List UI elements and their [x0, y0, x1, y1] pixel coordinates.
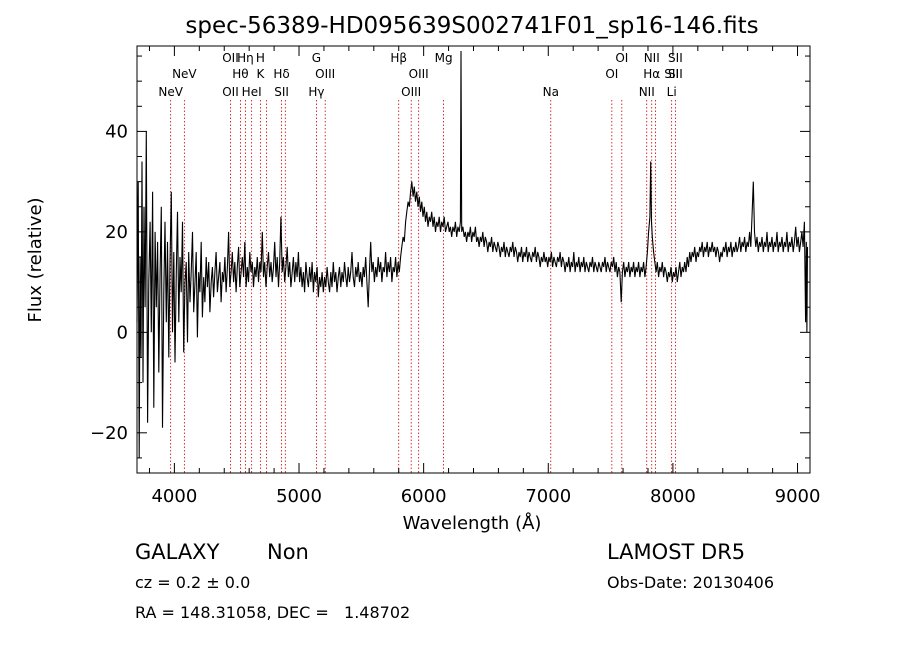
emission-line-label: NII [639, 85, 655, 99]
x-axis: 4000 5000 6000 7000 8000 9000 [148, 46, 821, 507]
emission-line-label: Hβ [390, 51, 407, 65]
y-tick-label: 0 [117, 322, 128, 343]
x-tick-label: 6000 [401, 486, 447, 507]
emission-line-label: Hγ [308, 85, 324, 99]
redshift-value: cz = 0.2 ± 0.0 [135, 573, 251, 592]
emission-line-label: Hη [237, 51, 254, 65]
emission-line-label: OII [222, 85, 239, 99]
y-tick-label: 40 [105, 121, 128, 142]
x-tick-label: 4000 [151, 486, 197, 507]
emission-line-label: SII [668, 67, 683, 81]
y-tick-label: 20 [105, 222, 128, 243]
emission-line-label: Na [543, 85, 559, 99]
emission-line-label: G [312, 51, 321, 65]
y-axis: −20 0 20 40 [90, 55, 810, 459]
chart-title: spec-56389-HD095639S002741F01_sp16-146.f… [185, 13, 758, 39]
emission-line-label: NeV [158, 85, 183, 99]
emission-line-label: OIII [315, 67, 335, 81]
x-tick-label: 9000 [775, 486, 821, 507]
emission-line-label: OII [222, 51, 239, 65]
spectrum-line [136, 50, 809, 458]
emission-line-label: H [256, 51, 265, 65]
observation-date: Obs-Date: 20130406 [607, 573, 775, 592]
x-tick-label: 8000 [650, 486, 696, 507]
emission-line-label: HeI [242, 85, 262, 99]
emission-line-label: OI [615, 51, 628, 65]
emission-line-label: OIII [401, 85, 421, 99]
emission-line-label: Mg [435, 51, 453, 65]
y-tick-label: −20 [90, 423, 128, 444]
x-tick-label: 5000 [276, 486, 322, 507]
emission-line-label: K [256, 67, 265, 81]
emission-line-label: NeV [172, 67, 197, 81]
emission-line-label: Hδ [273, 67, 289, 81]
emission-line-label: OI [605, 67, 618, 81]
emission-line-label: Hα [643, 67, 660, 81]
emission-line-label: Hθ [232, 67, 248, 81]
object-class: GALAXY [135, 540, 220, 564]
survey-name: LAMOST DR5 [607, 540, 746, 564]
y-axis-label: Flux (relative) [25, 197, 46, 322]
emission-line-label: NII [644, 51, 660, 65]
coordinates: RA = 148.31058, DEC = 1.48702 [135, 603, 411, 622]
emission-line-label: Li [667, 85, 677, 99]
emission-line-label: SII [668, 51, 683, 65]
emission-line-label: SII [274, 85, 289, 99]
emission-line-markers [170, 100, 676, 473]
object-subclass: Non [267, 540, 309, 564]
emission-line-label: OIII [409, 67, 429, 81]
x-tick-label: 7000 [525, 486, 571, 507]
x-axis-label: Wavelength (Å) [403, 512, 542, 534]
emission-line-label: SII [664, 67, 679, 81]
